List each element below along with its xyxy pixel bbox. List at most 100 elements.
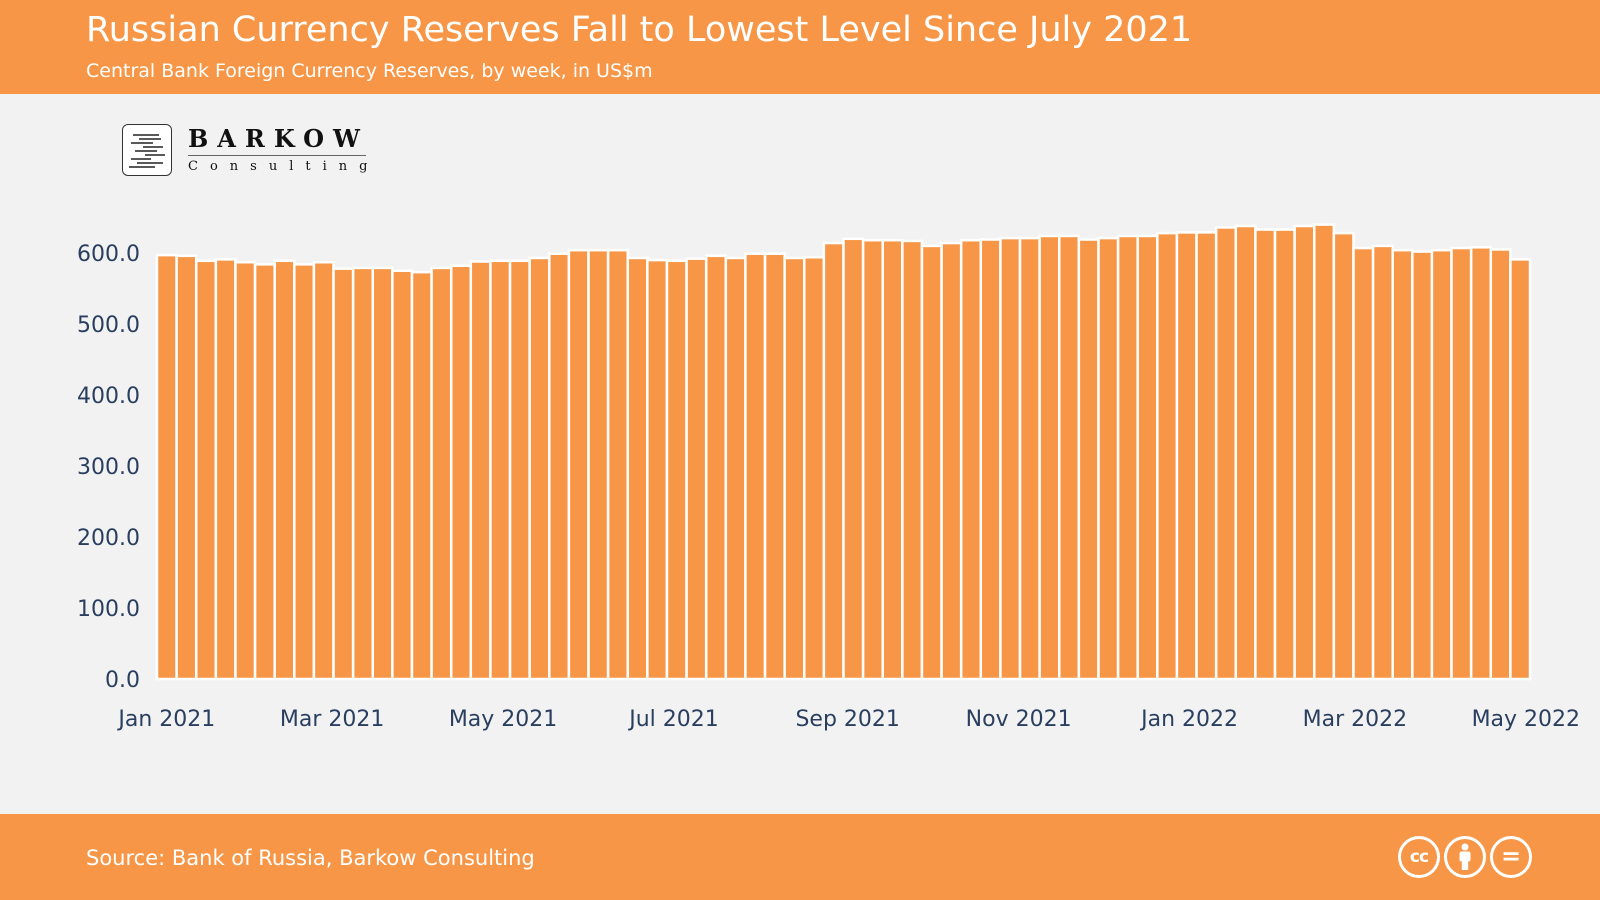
bar — [469, 260, 492, 681]
x-tick-label: Mar 2021 — [280, 707, 385, 732]
x-tick-label: Jan 2022 — [1139, 707, 1238, 732]
bar — [175, 254, 198, 681]
bar — [822, 241, 845, 681]
bar — [1273, 228, 1296, 681]
bar — [1097, 236, 1120, 681]
attribution-icon — [1444, 836, 1486, 878]
bar — [744, 252, 767, 681]
bar — [430, 266, 453, 681]
bar — [548, 252, 571, 681]
logo-divider — [188, 155, 366, 156]
bar — [1489, 248, 1512, 681]
bar — [920, 244, 943, 681]
x-tick-label: Jan 2021 — [116, 707, 215, 732]
bar — [1195, 231, 1218, 681]
bar — [606, 248, 629, 681]
bar — [449, 264, 473, 681]
bar — [1371, 244, 1394, 681]
bar — [979, 238, 1002, 681]
bar — [1450, 246, 1473, 681]
bar — [1234, 224, 1257, 681]
bar — [1509, 258, 1532, 681]
y-tick-label: 100.0 — [77, 597, 140, 622]
bar — [1136, 234, 1159, 681]
bar — [763, 252, 786, 681]
y-tick-label: 600.0 — [77, 242, 140, 267]
y-tick-label: 200.0 — [77, 526, 140, 551]
logo-name: BARKOW — [188, 124, 369, 153]
bar — [312, 260, 335, 681]
barkow-logo-mark-icon — [122, 124, 172, 176]
source-note: Source: Bank of Russia, Barkow Consultin… — [86, 846, 535, 870]
license-icons: cc = — [1398, 836, 1532, 878]
cc-icon: cc — [1398, 836, 1440, 878]
bar — [1038, 234, 1061, 681]
bar — [332, 267, 355, 681]
bar — [1116, 234, 1139, 681]
bar — [214, 258, 237, 681]
x-tick-label: Jul 2021 — [627, 707, 719, 732]
bar — [410, 270, 433, 681]
bar — [861, 238, 884, 681]
bar — [901, 239, 924, 681]
bar — [194, 259, 218, 681]
bar — [1469, 246, 1493, 681]
x-tick-label: Nov 2021 — [966, 707, 1072, 732]
bar — [528, 256, 551, 681]
x-tick-label: Mar 2022 — [1303, 707, 1408, 732]
y-tick-label: 500.0 — [77, 313, 140, 338]
bar — [881, 238, 904, 681]
bar — [587, 248, 610, 681]
bar — [273, 259, 296, 681]
bar — [1352, 246, 1375, 681]
bar — [508, 259, 531, 681]
bar — [253, 263, 276, 681]
x-tick-label: Sep 2021 — [795, 707, 899, 732]
bar-series — [155, 223, 1532, 681]
bar — [1430, 248, 1453, 681]
header-banner: Russian Currency Reserves Fall to Lowest… — [0, 0, 1600, 94]
attribution-person-icon — [1459, 843, 1471, 870]
bar — [626, 256, 649, 681]
bar — [1391, 248, 1414, 681]
y-tick-label: 300.0 — [77, 455, 140, 480]
bar — [1077, 238, 1100, 681]
cc-icon-text: cc — [1409, 847, 1429, 867]
bar — [665, 259, 688, 681]
bar — [1175, 231, 1198, 681]
bar — [234, 260, 257, 681]
bar — [1058, 234, 1081, 681]
bar — [783, 256, 806, 681]
bar — [1312, 223, 1336, 681]
bar — [371, 266, 394, 681]
bar — [646, 258, 669, 681]
bar — [842, 237, 865, 681]
logo-tagline: Consulting — [188, 159, 380, 174]
bar — [391, 269, 414, 681]
chart-title: Russian Currency Reserves Fall to Lowest… — [86, 10, 1193, 50]
bar — [489, 259, 512, 681]
bar — [704, 254, 728, 681]
y-axis: 0.0 100.0 200.0 300.0 400.0 500.0 600.0 — [77, 242, 140, 693]
chart-subtitle: Central Bank Foreign Currency Reserves, … — [86, 60, 653, 82]
bar — [293, 263, 316, 681]
bar — [803, 256, 826, 681]
bar — [999, 236, 1022, 681]
bar — [724, 256, 747, 681]
y-tick-label: 400.0 — [77, 384, 140, 409]
footer-banner: Source: Bank of Russia, Barkow Consultin… — [0, 814, 1600, 900]
x-tick-label: May 2021 — [449, 707, 557, 732]
barkow-logo: BARKOW Consulting — [122, 124, 372, 180]
bar — [1018, 236, 1041, 681]
bar — [685, 257, 708, 681]
bar — [1332, 231, 1355, 681]
bar — [1214, 226, 1238, 681]
bar — [1254, 228, 1277, 681]
bar — [1293, 224, 1316, 681]
bar — [959, 238, 983, 681]
bar — [1156, 231, 1179, 681]
bar — [1411, 250, 1434, 681]
y-tick-label: 0.0 — [105, 668, 140, 693]
bar — [155, 253, 178, 681]
bar-chart: 0.0 100.0 200.0 300.0 400.0 500.0 600.0 Jan 20… — [77, 223, 1580, 732]
